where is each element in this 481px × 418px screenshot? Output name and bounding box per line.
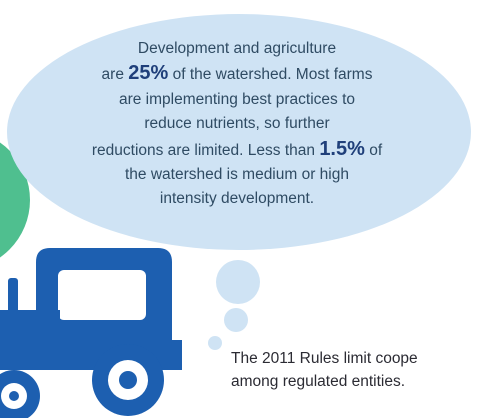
caption-line-1: The 2011 Rules limit coope	[231, 350, 418, 367]
caption-text: The 2011 Rules limit coope among regulat…	[231, 347, 481, 393]
bubble-line-3: are implementing best practices to	[118, 90, 356, 108]
thought-bubble-icon	[7, 14, 471, 350]
bubble-line-5-prefix: reductions are limited. Less than	[91, 141, 320, 159]
bubble-line-7: intensity development.	[159, 190, 315, 208]
tractor-icon	[0, 248, 182, 418]
bubble-line-5-suffix: of	[364, 141, 383, 159]
bubble-text: Development and agriculture are 25% of t…	[38, 37, 436, 212]
bubble-line-6: the watershed is medium or high	[124, 166, 349, 184]
bubble-line-5: reductions are limited. Less than 1.5% o…	[38, 137, 436, 163]
bubble-line-1: Development and agriculture	[137, 40, 337, 57]
agriculture-share-stat: 25%	[128, 62, 169, 85]
bubble-line-4: reduce nutrients, so further	[144, 115, 330, 133]
caption-line-2: among regulated entities.	[231, 373, 406, 390]
bubble-line-2: are 25% of the watershed. Most farms	[38, 61, 436, 87]
development-share-stat: 1.5%	[319, 137, 365, 160]
bubble-line-2-prefix: are	[101, 66, 129, 84]
bubble-line-2-suffix: of the watershed. Most farms	[168, 66, 373, 84]
